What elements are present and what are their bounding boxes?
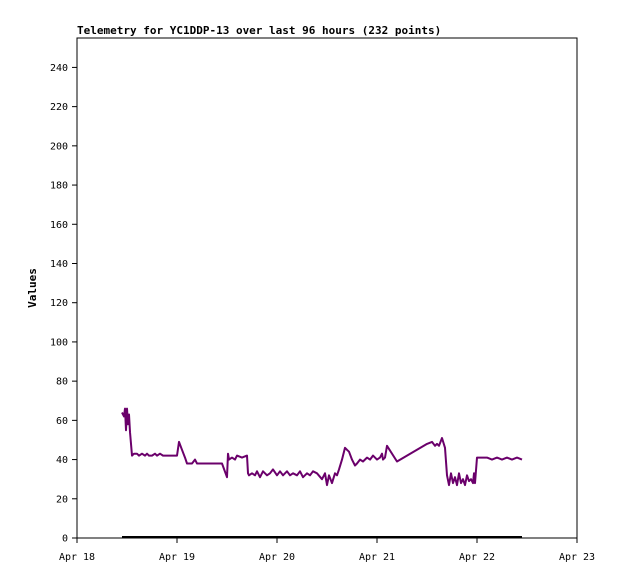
y-tick-label: 40 <box>56 455 68 466</box>
series-line-1 <box>121 407 523 487</box>
y-axis-label: Values <box>26 268 39 308</box>
y-tick-label: 80 <box>56 377 68 388</box>
x-tick-label: Apr 20 <box>259 552 295 563</box>
y-tick-label: 180 <box>50 181 68 192</box>
x-tick-label: Apr 19 <box>159 552 195 563</box>
y-tick-label: 100 <box>50 337 68 348</box>
y-tick-label: 20 <box>56 494 68 505</box>
plot-area <box>76 37 578 539</box>
series-layer <box>121 407 523 538</box>
y-tick-label: 220 <box>50 102 68 113</box>
y-axis: 0 20 40 60 80 100 120 140 160 180 200 220 240 <box>50 63 77 545</box>
y-tick-label: 240 <box>50 63 68 74</box>
x-tick-label: Apr 22 <box>459 552 495 563</box>
chart-title: Telemetry for YC1DDP-13 over last 96 hou… <box>77 24 441 37</box>
y-tick-label: 60 <box>56 416 68 427</box>
y-tick-label: 0 <box>62 534 68 545</box>
y-tick-label: 200 <box>50 141 68 152</box>
x-axis: Apr 18 Apr 19 Apr 20 Apr 21 Apr 22 Apr 23 <box>59 538 595 563</box>
x-tick-label: Apr 23 <box>559 552 595 563</box>
y-tick-label: 160 <box>50 220 68 231</box>
x-tick-label: Apr 21 <box>359 552 395 563</box>
x-tick-label: Apr 18 <box>59 552 95 563</box>
y-tick-label: 140 <box>50 259 68 270</box>
y-tick-label: 120 <box>50 298 68 309</box>
